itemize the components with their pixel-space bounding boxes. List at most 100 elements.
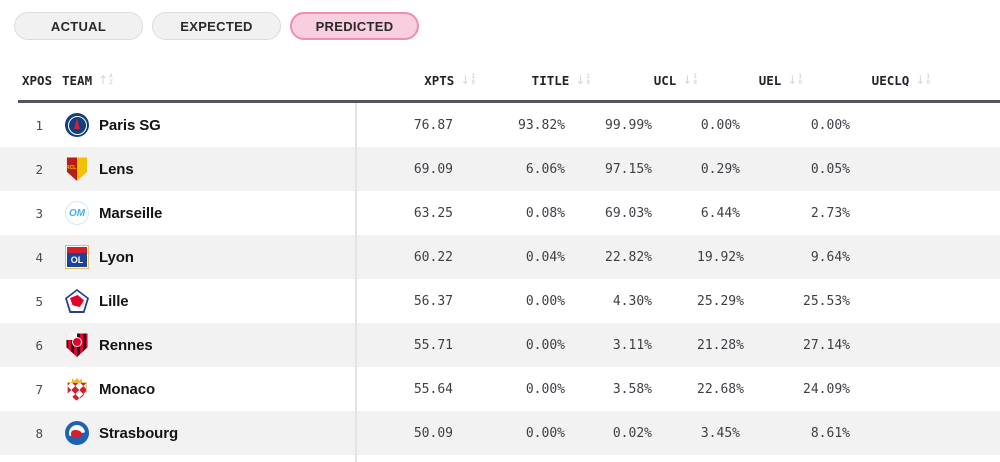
cell-title: 0.00% <box>525 425 565 441</box>
cell-xpos: 2 <box>35 161 43 177</box>
view-tabs: ACTUAL EXPECTED PREDICTED <box>14 12 419 40</box>
cell-title: 0.00% <box>525 337 565 353</box>
table-body: 1 Paris SG 76.87 93.82% 99.99% 0.00% 0.0… <box>0 103 1000 455</box>
column-header-xpts[interactable]: XPTS <box>355 73 475 88</box>
sort-descending-numbers-icon <box>682 73 697 87</box>
cell-uel: 3.45% <box>700 425 740 441</box>
cell-uel: 0.29% <box>700 161 740 177</box>
cell-uel: 0.00% <box>700 117 740 133</box>
cell-title: 0.04% <box>525 249 565 265</box>
table-row: 3 Marseille 63.25 0.08% 69.03% 6.44% 2.7… <box>0 191 1000 235</box>
team-name: Lyon <box>99 248 134 266</box>
team-stats-divider <box>355 103 357 462</box>
team-name: Lille <box>99 292 129 310</box>
cell-xpos: 6 <box>35 337 43 353</box>
column-header-ueclq[interactable]: UECLQ <box>802 73 930 88</box>
cell-xpos: 1 <box>35 117 43 133</box>
cell-xpts: 55.64 <box>413 381 453 397</box>
cell-team: Lens <box>55 157 355 181</box>
cell-ueclq: 0.05% <box>810 161 850 177</box>
header-divider <box>18 100 1000 103</box>
cell-team: Monaco <box>55 377 355 401</box>
cell-title: 0.08% <box>525 205 565 221</box>
sort-descending-numbers-icon <box>787 73 802 87</box>
column-label: TITLE <box>531 72 570 88</box>
cell-xpts: 56.37 <box>413 293 453 309</box>
sort-ascending-letters-icon <box>98 73 113 87</box>
column-label: UCL <box>653 72 677 88</box>
cell-team: Lyon <box>55 245 355 269</box>
cell-ucl: 69.03% <box>605 205 652 221</box>
column-header-team[interactable]: TEAM <box>55 73 355 88</box>
cell-xpos: 3 <box>35 205 43 221</box>
column-header-xpos[interactable]: XPOS <box>0 73 55 88</box>
tab-predicted[interactable]: PREDICTED <box>290 12 419 40</box>
table-row: 1 Paris SG 76.87 93.82% 99.99% 0.00% 0.0… <box>0 103 1000 147</box>
cell-xpts: 50.09 <box>413 425 453 441</box>
table-row: 7 Monaco 55.64 0.00% 3.58% 22.68% 24.09% <box>0 367 1000 411</box>
cell-xpts: 69.09 <box>413 161 453 177</box>
team-name: Marseille <box>99 204 163 222</box>
cell-xpts: 55.71 <box>413 337 453 353</box>
cell-uel: 21.28% <box>697 337 744 353</box>
table-row: 5 Lille 56.37 0.00% 4.30% 25.29% 25.53% <box>0 279 1000 323</box>
table-row: 6 Rennes 55.71 0.00% 3.11% 21.28% 27.14% <box>0 323 1000 367</box>
cell-xpts: 63.25 <box>413 205 453 221</box>
cell-ucl: 97.15% <box>605 161 652 177</box>
column-header-uel[interactable]: UEL <box>697 73 802 88</box>
table-row: 8 Strasbourg 50.09 0.00% 0.02% 3.45% 8.6… <box>0 411 1000 455</box>
cell-ueclq: 25.53% <box>803 293 850 309</box>
team-name: Paris SG <box>99 116 161 134</box>
lens-logo-icon <box>66 157 88 181</box>
cell-title: 0.00% <box>525 381 565 397</box>
cell-team: Rennes <box>55 333 355 357</box>
cell-ucl: 0.02% <box>612 425 652 441</box>
cell-ueclq: 9.64% <box>810 249 850 265</box>
marseille-logo-icon <box>65 201 89 225</box>
cell-uel: 19.92% <box>697 249 744 265</box>
column-label: XPTS <box>424 72 455 88</box>
tab-actual[interactable]: ACTUAL <box>14 12 143 40</box>
team-name: Strasbourg <box>99 424 179 442</box>
cell-team: Paris SG <box>55 113 355 137</box>
cell-uel: 22.68% <box>697 381 744 397</box>
table-header: XPOS TEAM XPTS TITLE UCL UEL UECLQ <box>0 60 1000 100</box>
table-row: 4 Lyon 60.22 0.04% 22.82% 19.92% 9.64% <box>0 235 1000 279</box>
cell-xpos: 8 <box>35 425 43 441</box>
column-label: TEAM <box>62 72 93 88</box>
cell-ueclq: 27.14% <box>803 337 850 353</box>
cell-ueclq: 0.00% <box>810 117 850 133</box>
cell-ueclq: 8.61% <box>810 425 850 441</box>
cell-title: 93.82% <box>518 117 565 133</box>
sort-descending-numbers-icon <box>575 73 590 87</box>
paris-sg-logo-icon <box>65 113 89 137</box>
cell-uel: 25.29% <box>697 293 744 309</box>
lyon-logo-icon <box>65 245 89 269</box>
cell-team: Marseille <box>55 201 355 225</box>
table-row: 2 Lens 69.09 6.06% 97.15% 0.29% 0.05% <box>0 147 1000 191</box>
cell-ucl: 22.82% <box>605 249 652 265</box>
rennes-logo-icon <box>66 333 88 357</box>
team-name: Rennes <box>99 336 153 354</box>
cell-xpos: 4 <box>35 249 43 265</box>
team-name: Monaco <box>99 380 156 398</box>
lille-logo-icon <box>65 289 89 313</box>
cell-ucl: 4.30% <box>612 293 652 309</box>
cell-xpts: 76.87 <box>413 117 453 133</box>
cell-team: Strasbourg <box>55 421 355 445</box>
column-header-title[interactable]: TITLE <box>475 73 590 88</box>
strasbourg-logo-icon <box>65 421 89 445</box>
column-label: XPOS <box>22 72 53 88</box>
cell-ucl: 99.99% <box>605 117 652 133</box>
cell-ueclq: 2.73% <box>810 205 850 221</box>
column-label: UEL <box>758 72 782 88</box>
cell-ueclq: 24.09% <box>803 381 850 397</box>
cell-xpos: 5 <box>35 293 43 309</box>
cell-xpos: 7 <box>35 381 43 397</box>
tab-expected[interactable]: EXPECTED <box>152 12 281 40</box>
column-header-ucl[interactable]: UCL <box>590 73 697 88</box>
sort-descending-numbers-icon <box>460 73 475 87</box>
cell-ucl: 3.58% <box>612 381 652 397</box>
cell-title: 0.00% <box>525 293 565 309</box>
team-name: Lens <box>99 160 134 178</box>
